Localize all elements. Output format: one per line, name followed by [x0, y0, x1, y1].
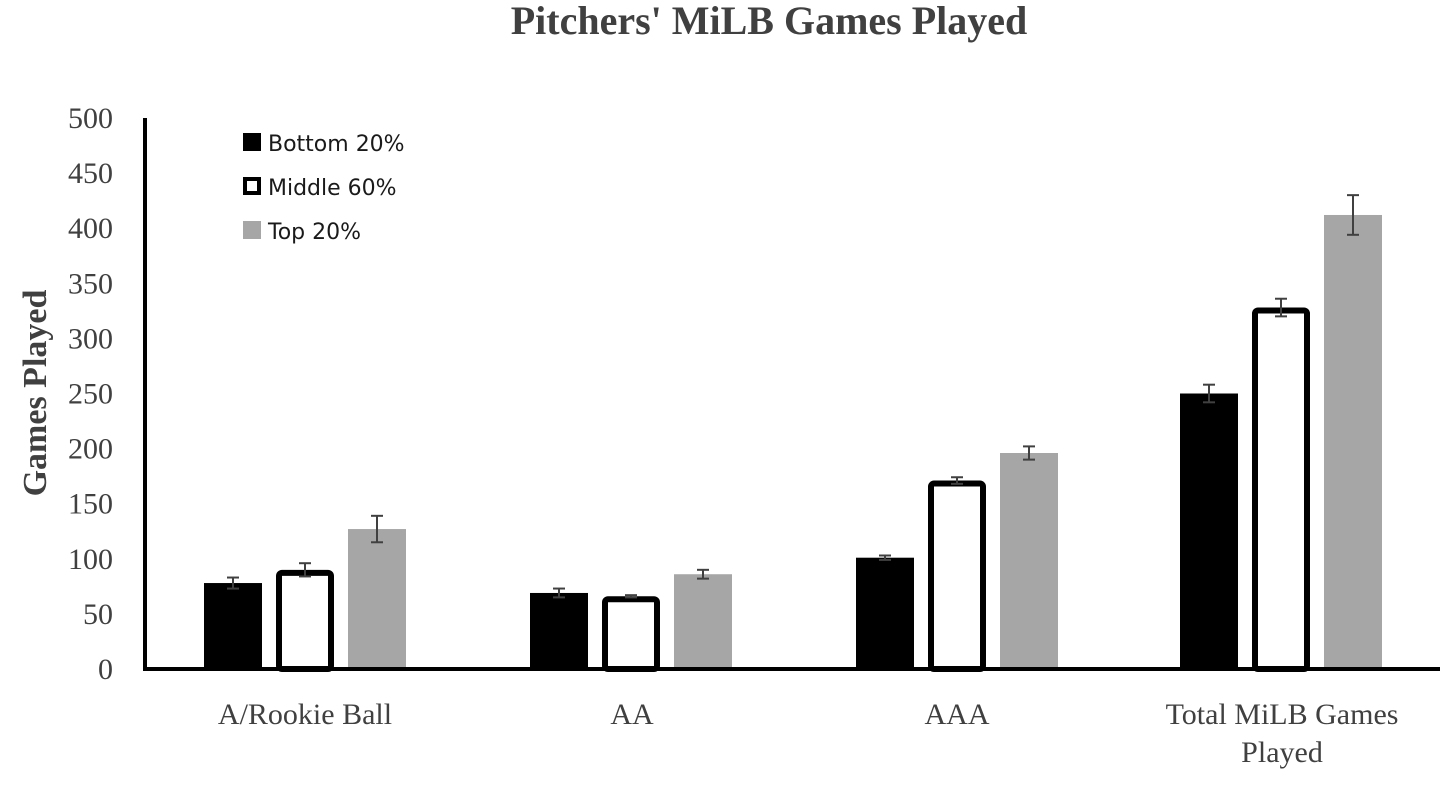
y-tick-label: 100 [68, 543, 113, 576]
error-bar [371, 514, 383, 544]
y-axis-title: Games Played [17, 290, 54, 497]
bar [1180, 393, 1238, 669]
y-tick-label: 300 [68, 322, 113, 355]
bar [276, 569, 334, 673]
error-bar [227, 576, 239, 590]
legend-swatch [243, 221, 261, 239]
bar [530, 592, 588, 669]
y-tick-label: 250 [68, 378, 113, 411]
y-tick-label: 400 [68, 212, 113, 245]
y-tick-label: 50 [83, 598, 113, 631]
bar [1252, 307, 1310, 672]
legend-label: Middle 60% [268, 176, 397, 201]
y-tick-label: 200 [68, 433, 113, 466]
error-bar [1347, 194, 1359, 236]
error-bar [1023, 445, 1035, 461]
error-bar [1275, 297, 1287, 318]
error-bar [951, 476, 963, 485]
legend-label: Top 20% [267, 220, 361, 245]
bar [602, 596, 660, 673]
x-category-label: Played [1241, 736, 1323, 769]
y-tick-label: 500 [68, 102, 113, 135]
bar [204, 583, 262, 669]
error-bar [1203, 383, 1215, 404]
y-axis-ticks: 0 50 100 150 200 250 300 350 400 450 500 [68, 102, 113, 686]
bar [856, 557, 914, 669]
y-tick-label: 150 [68, 488, 113, 521]
bar [1000, 453, 1058, 669]
bar [1324, 214, 1382, 669]
bar [348, 529, 406, 669]
y-tick-label: 0 [98, 653, 113, 686]
x-category-label: AAA [925, 698, 990, 731]
legend-label: Bottom 20% [268, 132, 405, 157]
error-bar [697, 568, 709, 580]
error-bars-group [227, 194, 1359, 599]
bar [928, 480, 986, 673]
y-tick-label: 450 [68, 157, 113, 190]
x-category-label: A/Rookie Ball [218, 698, 392, 731]
x-category-label: Total MiLB Games [1166, 698, 1399, 731]
legend-swatch [243, 177, 261, 195]
error-bar [299, 562, 311, 578]
legend: Bottom 20% Middle 60% Top 20% [243, 132, 405, 245]
error-bar [553, 587, 565, 599]
chart-title: Pitchers' MiLB Games Played [511, 0, 1028, 43]
bar [674, 574, 732, 669]
legend-swatch [243, 133, 261, 151]
error-bar [879, 554, 891, 561]
y-axis-title-group: Games Played [17, 290, 54, 497]
bars-group [204, 214, 1382, 673]
y-tick-label: 350 [68, 267, 113, 300]
x-category-label: AA [610, 698, 654, 731]
error-bar [625, 594, 637, 599]
